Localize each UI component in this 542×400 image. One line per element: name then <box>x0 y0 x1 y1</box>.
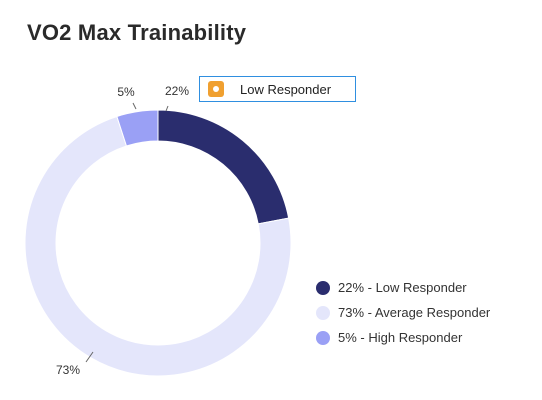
chart-legend: 22% - Low Responder 73% - Average Respon… <box>316 275 490 350</box>
slice-average[interactable] <box>24 115 292 377</box>
page-title: VO2 Max Trainability <box>27 20 247 45</box>
legend-item-high[interactable]: 5% - High Responder <box>316 325 490 350</box>
legend-label-average: 73% - Average Responder <box>338 305 491 320</box>
legend-swatch-high <box>316 330 330 345</box>
legend-label-high: 5% - High Responder <box>338 330 463 345</box>
leader-line <box>85 351 94 363</box>
slice-low[interactable] <box>157 109 290 225</box>
data-label-high: 5% <box>117 85 135 99</box>
legend-swatch-average <box>316 305 330 320</box>
slice-high[interactable] <box>116 109 159 147</box>
legend-item-low[interactable]: 22% - Low Responder <box>316 275 490 300</box>
tooltip-label: Low Responder <box>240 81 332 97</box>
data-label-low: 22% <box>165 84 189 98</box>
leader-line <box>132 102 137 110</box>
legend-swatch-low <box>316 280 330 295</box>
leader-line <box>165 105 169 112</box>
circle-marker-icon <box>208 81 224 97</box>
data-label-average: 73% <box>56 363 80 377</box>
legend-item-average[interactable]: 73% - Average Responder <box>316 300 490 325</box>
legend-label-low: 22% - Low Responder <box>338 280 467 295</box>
chart-tooltip: Low Responder <box>199 76 356 102</box>
